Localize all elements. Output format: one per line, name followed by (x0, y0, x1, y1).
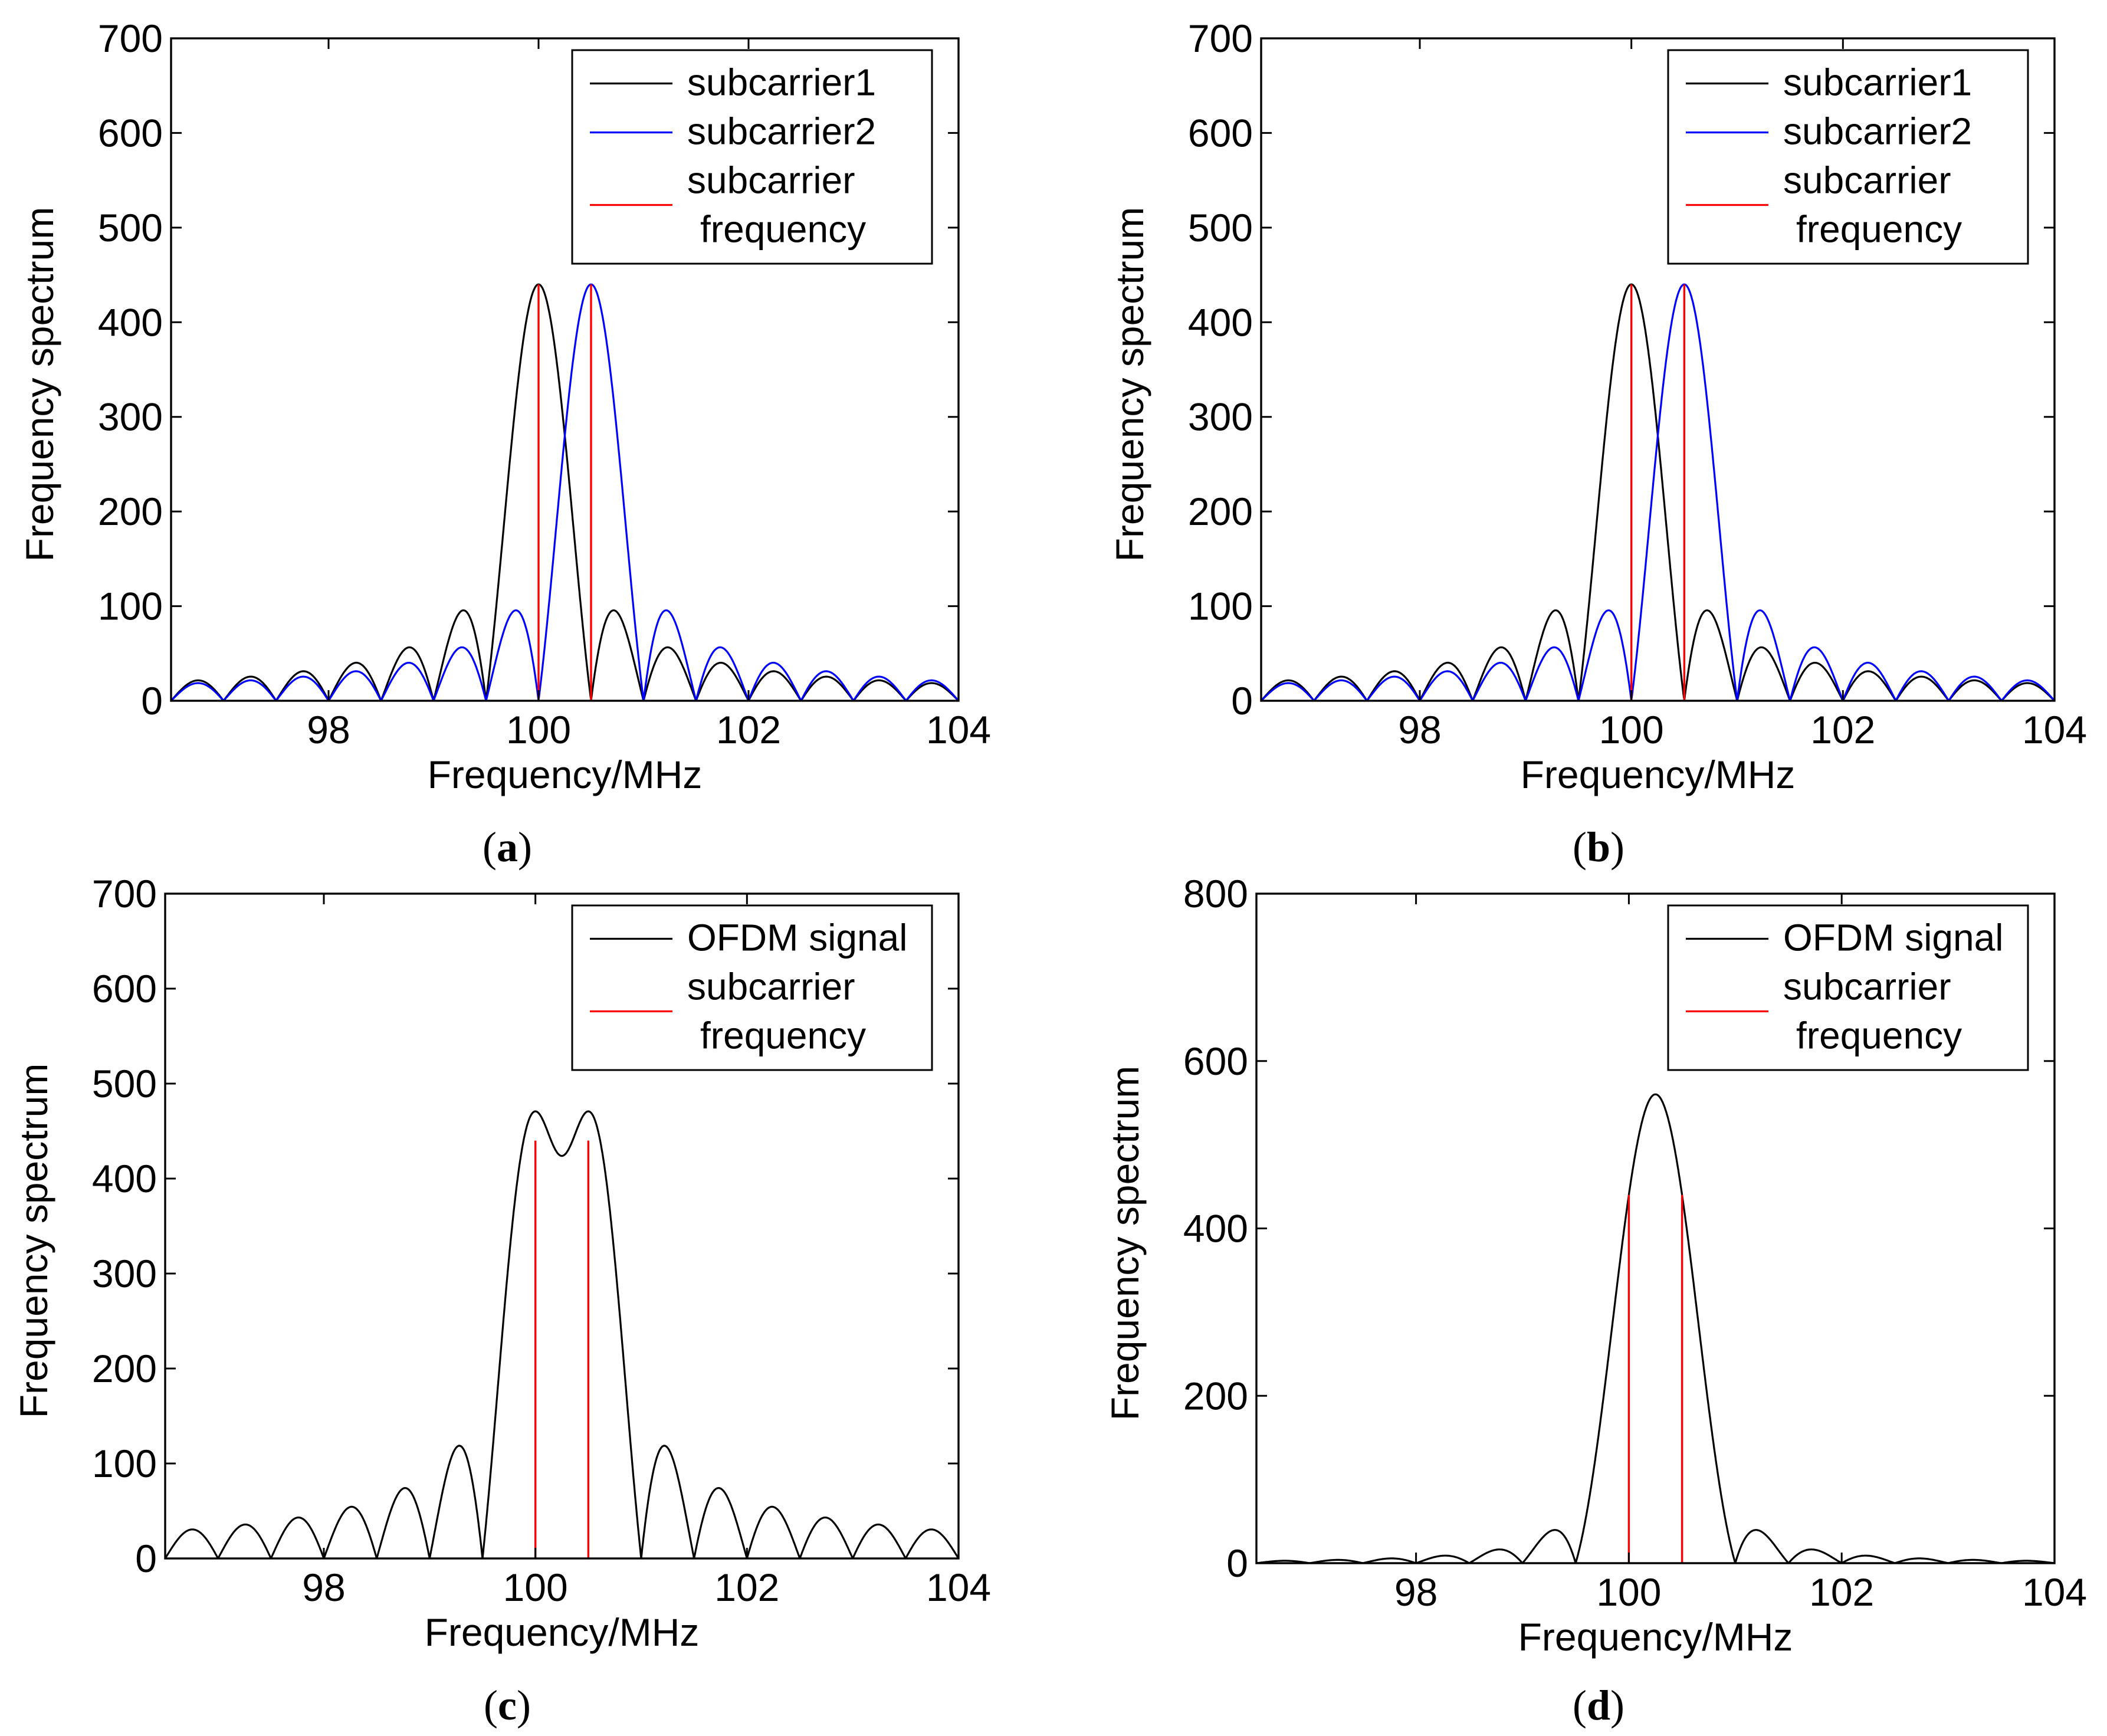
x-tick-label: 100 (503, 1566, 568, 1609)
legend-entry: subcarrier1 (1783, 61, 1972, 104)
y-tick-label: 600 (1188, 111, 1253, 155)
panel-caption-letter: a (497, 823, 518, 871)
legend-box (571, 49, 933, 265)
x-tick-label: 98 (1398, 708, 1441, 751)
axes-box (170, 37, 960, 702)
y-tick-label: 700 (98, 17, 163, 60)
y-tick-label: 300 (92, 1252, 157, 1295)
panel-caption: (c) (484, 1682, 531, 1729)
y-tick-label: 100 (92, 1442, 157, 1485)
legend-box (1667, 904, 2029, 1071)
y-tick-label: 0 (1226, 1541, 1248, 1585)
legend-entry: frequency (1796, 208, 1962, 251)
legend-entry: subcarrier (1783, 966, 1951, 1008)
y-tick-label: 0 (141, 679, 163, 723)
series-line-subcarrier1 (1261, 283, 2055, 701)
x-tick-label: 98 (1394, 1570, 1438, 1614)
y-tick-label: 0 (1231, 679, 1253, 723)
series-line-OFDM-signal (1256, 1093, 2055, 1563)
y-tick-label: 100 (98, 585, 163, 628)
y-tick-label: 400 (92, 1157, 157, 1200)
y-tick-label: 200 (98, 490, 163, 533)
legend-entry: subcarrier (687, 159, 855, 202)
x-tick-label: 104 (926, 1566, 991, 1609)
chart-panel-d: 0 200 400 600 800 98 100 102 104 Frequency/MHz Fre… (1103, 872, 2087, 1729)
y-tick-label: 0 (135, 1537, 157, 1580)
y-tick-label: 300 (98, 395, 163, 439)
x-tick-label: 100 (506, 708, 571, 751)
series-line-subcarrier2 (171, 283, 959, 701)
x-tick-label: 98 (302, 1566, 345, 1609)
legend-entry: frequency (700, 208, 866, 251)
x-tick-label: 104 (2022, 1570, 2087, 1614)
y-tick-label: 600 (92, 967, 157, 1010)
series-line-OFDM-signal (165, 1110, 959, 1558)
y-tick-label: 500 (92, 1062, 157, 1105)
x-tick-label: 104 (2022, 708, 2087, 751)
y-axis-label: Frequency spectrum (12, 1064, 55, 1419)
x-axis-label: Frequency/MHz (1518, 1615, 1793, 1659)
x-tick-label: 100 (1596, 1570, 1661, 1614)
y-tick-label: 500 (1188, 206, 1253, 250)
x-axis-label: Frequency/MHz (425, 1610, 700, 1654)
x-tick-label: 102 (1810, 708, 1875, 751)
x-tick-label: 102 (1809, 1570, 1874, 1614)
legend-entry: frequency (700, 1015, 866, 1057)
x-tick-label: 104 (926, 708, 991, 751)
y-tick-label: 400 (98, 300, 163, 344)
legend-entry: subcarrier (687, 966, 855, 1008)
x-tick-label: 100 (1599, 708, 1664, 751)
legend-entry: OFDM signal (687, 917, 907, 959)
x-axis-label: Frequency/MHz (428, 753, 703, 796)
panel-caption-letter: c (498, 1682, 517, 1729)
series-line-subcarrier2 (1261, 283, 2055, 701)
panel-caption: (a) (483, 823, 532, 871)
x-tick-label: 98 (307, 708, 350, 751)
legend-entry: subcarrier (1783, 159, 1951, 202)
legend-entry: subcarrier2 (1783, 110, 1972, 153)
legend-entry: frequency (1796, 1015, 1962, 1057)
y-tick-label: 700 (92, 872, 157, 915)
x-tick-label: 102 (714, 1566, 779, 1609)
panel-caption-letter: b (1587, 823, 1610, 871)
legend-entry: OFDM signal (1783, 917, 2003, 959)
panel-caption: (d) (1573, 1682, 1624, 1729)
y-tick-label: 600 (98, 111, 163, 155)
legend-box (571, 904, 933, 1071)
chart-panel-b: 0 100 200 300 400 500 600 700 98 100 102 104 Frequen… (1108, 17, 2087, 871)
y-tick-label: 200 (1183, 1374, 1248, 1417)
chart-panel-c: 0 100 200 300 400 500 600 700 98 100 102 104 Frequen… (12, 872, 991, 1729)
y-axis-label: Frequency spectrum (1108, 207, 1151, 562)
y-tick-label: 400 (1188, 300, 1253, 344)
y-tick-label: 800 (1183, 872, 1248, 915)
y-tick-label: 200 (92, 1347, 157, 1390)
legend-box (1667, 49, 2029, 265)
x-axis-label: Frequency/MHz (1521, 753, 1796, 796)
legend-entry: subcarrier2 (687, 110, 876, 153)
y-tick-label: 200 (1188, 490, 1253, 533)
y-axis-label: Frequency spectrum (1103, 1066, 1147, 1421)
y-tick-label: 700 (1188, 17, 1253, 60)
y-tick-label: 100 (1188, 585, 1253, 628)
y-tick-label: 600 (1183, 1039, 1248, 1083)
y-tick-label: 400 (1183, 1207, 1248, 1251)
x-tick-label: 102 (716, 708, 781, 751)
axes-box (1260, 37, 2056, 702)
panel-caption-letter: d (1587, 1682, 1610, 1729)
y-tick-label: 300 (1188, 395, 1253, 439)
chart-panel-a: 0 100 200 300 400 500 600 700 98 100 102 104 Frequen… (18, 17, 991, 871)
series-line-subcarrier1 (171, 283, 959, 701)
y-tick-label: 500 (98, 206, 163, 250)
legend-entry: subcarrier1 (687, 61, 876, 104)
panel-caption: (b) (1573, 823, 1624, 871)
y-axis-label: Frequency spectrum (18, 207, 61, 562)
axes-box (164, 892, 960, 1560)
